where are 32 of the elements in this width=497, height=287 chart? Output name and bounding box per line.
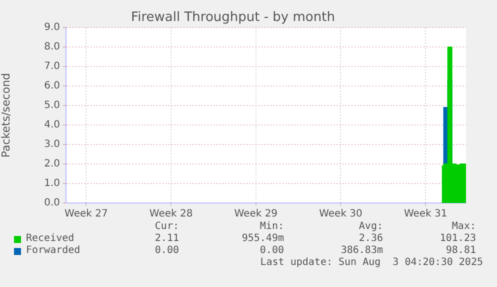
text: Cur: — [154, 221, 179, 232]
x-tick-label: Week 30 — [319, 208, 362, 220]
chart-title: Firewall Throughput - by month — [131, 10, 335, 26]
legend-label: Received — [26, 233, 74, 244]
text: 0.00 — [154, 245, 179, 256]
text: Avg: — [358, 221, 383, 232]
y-tick-label: 6.0 — [44, 80, 60, 92]
text: 0.00 — [260, 245, 284, 256]
y-tick-label: 1.0 — [44, 178, 60, 190]
text: Max: — [452, 221, 476, 232]
x-tick-label: Week 29 — [234, 208, 278, 220]
text: Last update: Sun Aug 3 04:20:30 2025 — [260, 257, 483, 268]
x-tick-label: Week 28 — [149, 208, 193, 220]
text: 101.23 — [440, 233, 476, 244]
y-axis-title: Packets/second — [0, 72, 12, 158]
y-tick-label: 2.0 — [44, 158, 60, 170]
y-tick-label: 8.0 — [44, 42, 60, 53]
text: Min: — [260, 221, 284, 232]
y-tick-label: 0.0 — [44, 198, 60, 209]
text: 955.49m — [242, 233, 284, 244]
legend-label: Forwarded — [26, 245, 80, 256]
y-tick-label: 3.0 — [44, 139, 60, 150]
x-tick-label: Week 31 — [404, 208, 448, 220]
y-tick-label: 5.0 — [44, 100, 60, 112]
x-tick-label: Week 27 — [64, 208, 108, 220]
text: 98.81 — [446, 245, 476, 256]
text: 2.36 — [358, 233, 383, 244]
text: 2.11 — [154, 233, 179, 244]
y-tick-label: 4.0 — [44, 120, 60, 131]
y-tick-label: 9.0 — [44, 22, 60, 34]
text: 386.83m — [340, 245, 383, 256]
y-tick-label: 7.0 — [44, 61, 60, 72]
